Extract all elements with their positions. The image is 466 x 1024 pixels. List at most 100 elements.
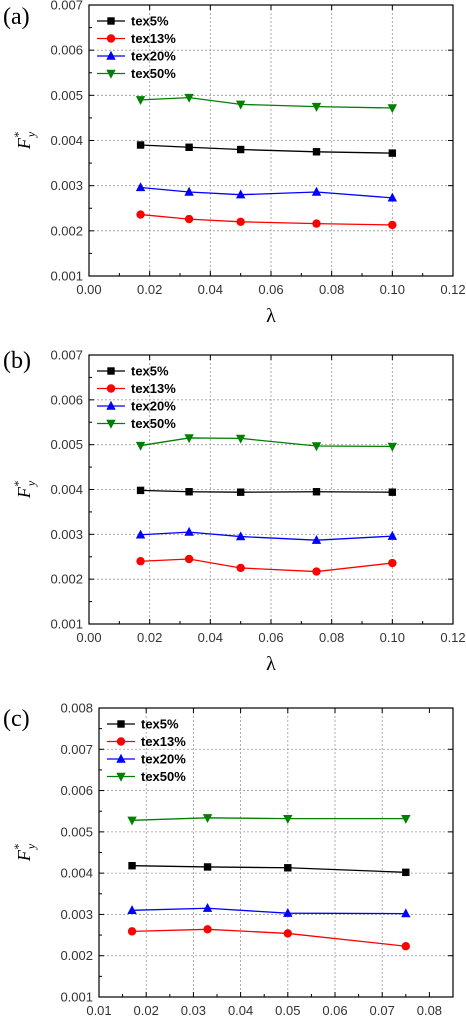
series-tex13%	[136, 554, 397, 576]
data-point	[203, 925, 212, 934]
data-point	[185, 143, 193, 151]
series-line	[132, 865, 406, 873]
data-point	[184, 554, 194, 564]
data-point	[401, 814, 411, 824]
y-axis-title: F*y	[11, 480, 38, 499]
x-tick-label: 0.06	[258, 282, 283, 297]
data-point	[202, 814, 213, 824]
series-tex50%	[135, 434, 398, 452]
series-tex20%	[135, 182, 398, 202]
y-axis-title-main: F	[14, 849, 34, 862]
panel-label: (b)	[3, 348, 31, 374]
y-tick-label: 0.007	[50, 348, 83, 363]
data-point	[127, 927, 137, 936]
x-tick-label: 0.04	[198, 630, 223, 645]
data-point	[387, 530, 398, 540]
panel-label: (c)	[3, 706, 30, 732]
data-point	[311, 102, 322, 112]
data-point	[312, 488, 321, 496]
plot-frame	[88, 354, 454, 625]
series-tex50%	[135, 93, 398, 114]
panel-label: (a)	[3, 4, 30, 30]
y-tick-label: 0.002	[50, 223, 83, 238]
legend-marker	[117, 720, 125, 728]
legend-marker	[106, 69, 116, 79]
y-tick-label: 0.008	[60, 701, 93, 716]
legend-marker	[106, 419, 116, 429]
y-axis-title-sup: *	[11, 481, 25, 487]
data-point	[387, 192, 398, 202]
legend-marker	[107, 367, 115, 375]
legend-label: tex50%	[141, 769, 186, 784]
y-tick-label: 0.006	[60, 783, 93, 798]
x-tick-label: 0.00	[76, 282, 101, 297]
x-tick-label: 0.05	[275, 1003, 300, 1018]
plot-frame	[88, 4, 454, 277]
data-point	[387, 442, 398, 452]
x-tick-label: 0.02	[134, 1003, 159, 1018]
data-point	[236, 488, 245, 496]
data-point	[388, 149, 397, 157]
y-tick-label: 0.001	[60, 990, 93, 1005]
legend: tex5% tex13% tex20% tex50%	[97, 14, 176, 81]
y-tick-label: 0.004	[60, 866, 93, 881]
data-point	[402, 868, 410, 877]
x-tick-label: 0.06	[258, 630, 283, 645]
series-tex5%	[128, 862, 410, 877]
data-point	[136, 557, 145, 566]
legend-marker	[106, 384, 116, 393]
legend-label: tex50%	[131, 416, 176, 431]
y-tick-label: 0.002	[60, 948, 93, 963]
legend-label: tex5%	[131, 14, 169, 29]
data-point	[312, 567, 321, 576]
x-tick-label: 0.01	[86, 1003, 111, 1018]
x-tick-label: 0.08	[417, 1003, 442, 1018]
legend: tex5% tex13% tex20% tex50%	[107, 717, 186, 784]
data-point	[311, 186, 322, 196]
panel-1: 0.00 0.02 0.04 0.06 0.08 0.10 0.12 0.001 0.002 0.…	[3, 348, 466, 676]
y-axis-title-sub: y	[24, 480, 38, 487]
y-tick-label: 0.005	[60, 824, 93, 839]
data-point	[235, 434, 246, 444]
x-axis-title: λ	[266, 305, 276, 327]
data-point	[136, 210, 145, 219]
series-tex13%	[127, 925, 410, 951]
legend-marker	[116, 737, 126, 746]
series-line	[132, 817, 406, 821]
data-point	[284, 864, 292, 872]
data-point	[235, 100, 246, 110]
legend-label: tex50%	[131, 66, 176, 81]
data-point	[235, 189, 246, 199]
data-point	[401, 908, 411, 918]
series-tex20%	[127, 903, 411, 918]
y-tick-label: 0.001	[50, 269, 83, 284]
data-point	[387, 104, 398, 114]
data-point	[184, 214, 194, 224]
y-axis-title-sup: *	[11, 132, 25, 138]
series-tex5%	[136, 486, 397, 496]
y-axis-title-sub: y	[24, 131, 38, 138]
data-point	[136, 486, 145, 495]
data-point	[388, 488, 397, 496]
y-tick-label: 0.001	[50, 617, 83, 632]
data-point	[236, 145, 245, 154]
plot-frame	[98, 707, 454, 998]
data-point	[135, 96, 146, 106]
series-tex20%	[135, 526, 398, 544]
data-point	[184, 434, 194, 444]
data-point	[311, 442, 322, 452]
legend-label: tex13%	[131, 31, 176, 46]
y-tick-label: 0.003	[60, 907, 93, 922]
data-point	[135, 182, 146, 192]
data-point	[184, 526, 194, 536]
data-point	[203, 863, 212, 871]
x-tick-label: 0.08	[319, 282, 344, 297]
legend-marker	[116, 772, 126, 782]
data-point	[135, 529, 146, 539]
legend-label: tex20%	[131, 399, 176, 414]
data-point	[283, 814, 293, 824]
legend-marker	[106, 400, 116, 410]
data-point	[401, 942, 410, 951]
y-axis-title: F*y	[11, 131, 38, 150]
data-point	[184, 186, 194, 196]
